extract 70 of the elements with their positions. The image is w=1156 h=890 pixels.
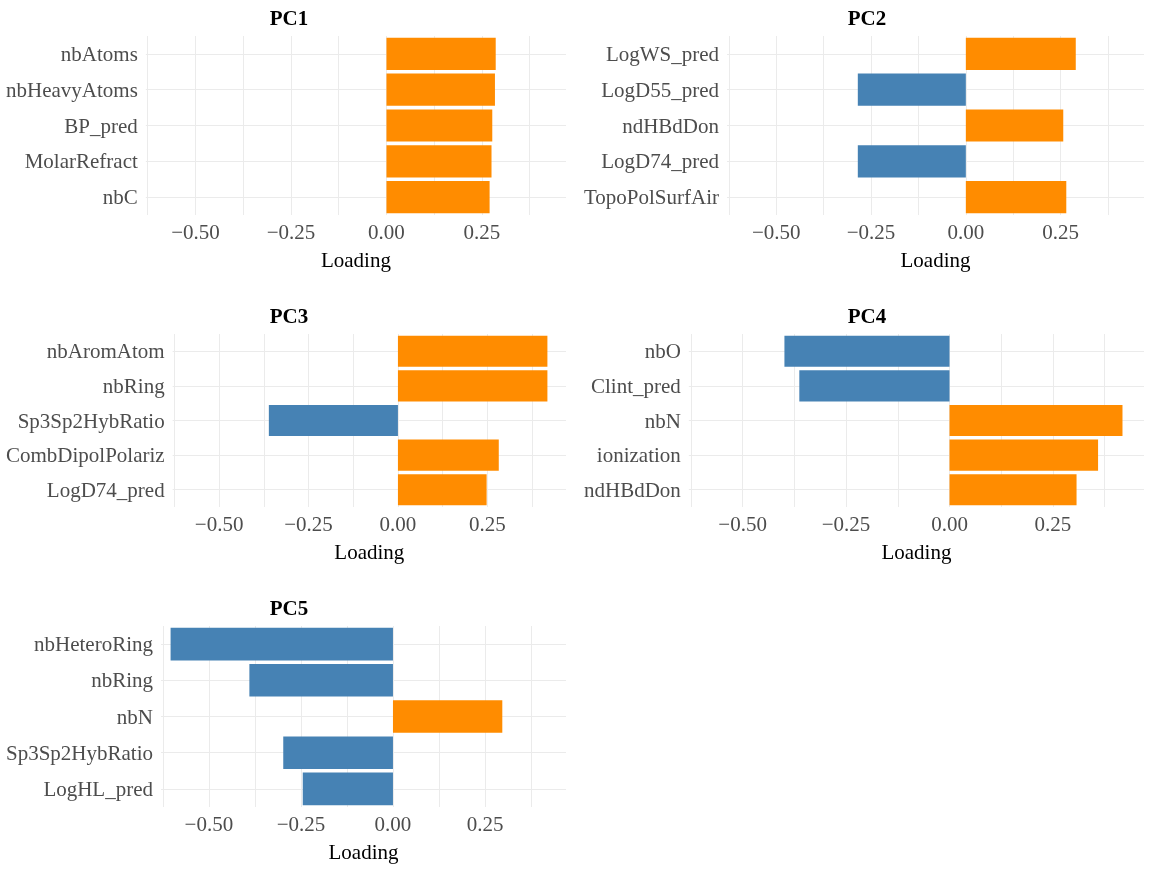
bar	[397, 370, 548, 402]
y-tick-label: nbAromAtom	[46, 339, 165, 364]
chart-title: PC1	[269, 5, 309, 30]
y-tick-label: LogD55_pred	[601, 77, 720, 102]
x-tick-label: −0.50	[184, 811, 234, 836]
bar	[857, 73, 966, 106]
y-tick-label: LogHL_pred	[43, 776, 154, 801]
bar	[857, 145, 966, 178]
x-axis-title: Loading	[328, 839, 399, 864]
y-tick-label: Sp3Sp2HybRatio	[5, 740, 154, 765]
y-tick-label: LogD74_pred	[601, 149, 720, 174]
bar	[397, 439, 499, 471]
x-tick-label: −0.25	[284, 511, 333, 536]
x-tick-label: −0.50	[718, 511, 767, 536]
x-tick-label: 0.25	[466, 811, 504, 836]
y-tick-label: MolarRefract	[24, 149, 138, 174]
bar	[949, 474, 1077, 506]
bar	[965, 109, 1064, 142]
y-tick-label: nbHeavyAtoms	[5, 77, 138, 102]
y-tick-label: ndHBdDon	[583, 477, 682, 502]
x-axis-title: Loading	[881, 539, 952, 564]
y-tick-label: nbN	[116, 704, 154, 729]
y-tick-label: nbC	[102, 185, 138, 210]
bar	[397, 474, 487, 506]
y-tick-label: LogWS_pred	[605, 41, 720, 66]
x-tick-label: −0.50	[194, 511, 244, 536]
y-tick-label: nbRing	[91, 668, 154, 693]
x-tick-label: −0.25	[846, 219, 896, 244]
x-tick-label: −0.25	[821, 511, 871, 536]
x-tick-label: 0.25	[1042, 219, 1079, 244]
bar	[949, 439, 1099, 471]
x-tick-label: 0.00	[374, 811, 412, 836]
y-tick-label: ndHBdDon	[622, 113, 720, 138]
x-tick-label: 0.00	[947, 219, 985, 244]
y-tick-label: nbAtoms	[60, 41, 138, 66]
chart-title: PC4	[847, 303, 887, 328]
y-tick-label: LogD74_pred	[46, 477, 166, 502]
x-tick-label: 0.00	[931, 511, 968, 536]
x-axis-title: Loading	[320, 247, 392, 272]
x-axis-title: Loading	[334, 539, 405, 564]
bar	[397, 335, 548, 367]
bar	[784, 335, 950, 367]
x-tick-label: 0.25	[1034, 511, 1072, 536]
bar	[949, 404, 1123, 437]
y-tick-label: CombDipolPolariz	[5, 443, 165, 468]
bar	[799, 370, 950, 402]
x-tick-label: 0.25	[463, 219, 501, 244]
x-tick-label: 0.00	[379, 511, 417, 536]
x-tick-label: −0.25	[276, 811, 326, 836]
x-tick-label: −0.25	[266, 219, 316, 244]
y-tick-label: TopoPolSurfAir	[583, 185, 720, 210]
x-tick-label: 0.25	[468, 511, 506, 536]
x-tick-label: −0.50	[752, 219, 801, 244]
y-tick-label: nbN	[644, 408, 681, 433]
y-tick-label: ionization	[596, 443, 682, 468]
y-tick-label: Clint_pred	[591, 373, 682, 398]
y-tick-label: BP_pred	[64, 113, 139, 138]
chart-title: PC3	[269, 303, 309, 328]
bar	[268, 404, 398, 437]
bar	[965, 180, 1067, 214]
x-tick-label: 0.00	[368, 219, 405, 244]
y-tick-label: nbRing	[102, 373, 166, 398]
y-tick-label: nbHeteroRing	[34, 632, 154, 657]
bar	[965, 37, 1076, 71]
chart-title: PC2	[847, 5, 887, 30]
y-tick-label: nbO	[644, 339, 681, 364]
x-tick-label: −0.50	[171, 219, 220, 244]
x-axis-title: Loading	[900, 247, 972, 272]
chart-title: PC5	[269, 595, 309, 620]
y-tick-label: Sp3Sp2HybRatio	[17, 408, 165, 433]
